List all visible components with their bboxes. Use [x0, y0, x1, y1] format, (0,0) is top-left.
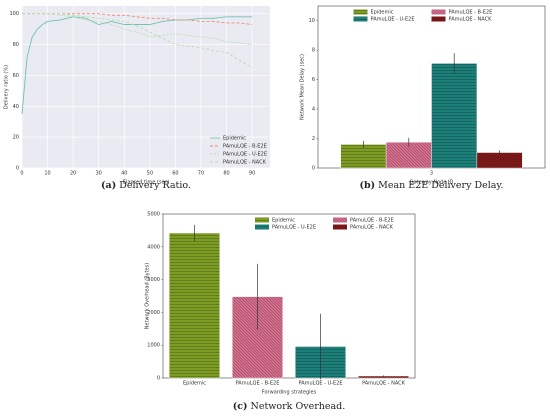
y-axis-label: Network Mean Delay (sec): [300, 54, 306, 120]
x-tick-label: 80: [223, 171, 229, 177]
plot-area: [22, 6, 270, 168]
bar: [476, 152, 523, 169]
y-axis-label: Delivery ratio (%): [4, 65, 10, 109]
y-axis-label: Network Overhead (Bytes): [145, 263, 151, 329]
caption-text: Mean E2E Delivery Delay.: [378, 180, 503, 191]
legend-label: PAmuLQE - NACK: [223, 160, 267, 166]
y-tick-label: 0: [157, 376, 160, 382]
legend-label: PAmuLQE - U-E2E: [272, 225, 316, 231]
caption-text: Delivery Ratio.: [119, 180, 191, 191]
legend-label: PAmuLQE - NACK: [350, 225, 394, 231]
y-tick-label: 40: [13, 104, 19, 110]
legend-swatch: [255, 224, 269, 230]
x-tick-label: PAmuLQE - U-E2E: [299, 381, 343, 387]
x-tick-label: 3: [430, 171, 433, 177]
caption: (c) Network Overhead.: [233, 401, 346, 412]
legend-label: Epidemic: [272, 218, 295, 224]
legend-swatch: [333, 224, 347, 230]
y-tick-label: 1000: [147, 343, 160, 349]
y-tick-label: 4000: [147, 244, 160, 250]
x-tick-label: PAmuLQE - B-E2E: [236, 381, 280, 387]
y-tick-label: 0: [16, 166, 19, 172]
x-tick-label: 30: [96, 171, 102, 177]
y-tick-label: 8: [312, 48, 315, 54]
line-series: [22, 13, 253, 69]
legend-label: PAmuLQE - B-E2E: [223, 144, 267, 150]
x-tick-label: 40: [121, 171, 127, 177]
legend-label: Epidemic: [223, 136, 246, 142]
caption-label: (b): [359, 180, 375, 191]
x-axis-label: Gateway Node ID: [410, 180, 454, 186]
bar: [431, 63, 478, 169]
line-series: [21, 16, 253, 115]
legend-swatch: [255, 217, 269, 223]
caption-label: (c): [233, 401, 248, 412]
y-tick-label: 20: [13, 135, 19, 141]
legend-swatch: [333, 217, 347, 223]
caption-text: Network Overhead.: [251, 401, 346, 412]
y-tick-label: 4: [312, 107, 315, 113]
y-tick-label: 0: [312, 166, 315, 172]
legend-swatch: [431, 16, 446, 22]
x-tick-label: 50: [147, 171, 153, 177]
x-tick-label: Epidemic: [183, 381, 206, 387]
y-tick-label: 60: [13, 73, 19, 79]
y-tick-label: 10: [309, 18, 315, 24]
x-tick-label: 90: [249, 171, 255, 177]
x-tick-label: 20: [70, 171, 76, 177]
caption-label: (a): [101, 180, 116, 191]
legend-label: PAmuLQE - B-E2E: [350, 218, 394, 224]
x-axis-label: Elapsed time (sec): [123, 180, 169, 186]
x-axis-label: Forwarding strategies: [262, 390, 317, 396]
legend-label: PAmuLQE - B-E2E: [449, 10, 493, 16]
y-tick-label: 6: [312, 77, 315, 83]
x-tick-label: 10: [44, 171, 50, 177]
y-tick-label: 80: [13, 42, 19, 48]
legend-label: PAmuLQE - U-E2E: [223, 152, 267, 158]
y-tick-label: 5000: [147, 212, 160, 218]
x-tick-label: 60: [172, 171, 178, 177]
legend-swatch: [431, 9, 446, 15]
legend-label: Epidemic: [371, 10, 394, 16]
y-tick-label: 2000: [147, 310, 160, 316]
x-tick-label: 0: [20, 171, 23, 177]
caption: (b) Mean E2E Delivery Delay.: [359, 180, 503, 191]
y-tick-label: 2: [312, 136, 315, 142]
legend-swatch: [353, 9, 368, 15]
x-tick-label: 70: [198, 171, 204, 177]
y-tick-label: 100: [9, 11, 19, 17]
bar: [169, 232, 220, 379]
y-tick-label: 3000: [147, 277, 160, 283]
caption: (a) Delivery Ratio.: [101, 180, 191, 191]
x-tick-label: PAmuLQE - NACK: [362, 381, 406, 387]
legend-swatch: [353, 16, 368, 22]
legend-label: PAmuLQE - NACK: [449, 17, 493, 23]
legend-label: PAmuLQE - U-E2E: [371, 17, 415, 23]
